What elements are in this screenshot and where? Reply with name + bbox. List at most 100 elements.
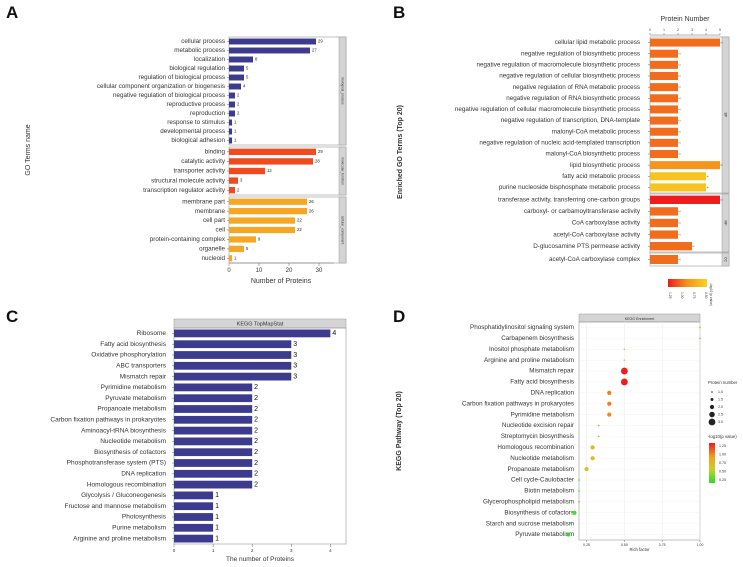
size-legend-dot: [709, 404, 715, 410]
kegg-bar-value: 2: [254, 395, 258, 402]
go-bar-value: 2: [678, 142, 682, 144]
go-bar-value: 2: [678, 109, 682, 111]
go-term-label: developmental process: [160, 128, 225, 135]
go-term-label: metabolic process: [174, 47, 225, 54]
go-group-name: cellular_component: [341, 216, 345, 245]
kegg-bar: [174, 351, 292, 359]
go-bar: [650, 116, 678, 125]
go-bar-value: 2: [237, 111, 240, 116]
go-bar-value: 1: [234, 129, 237, 134]
go-term-label: response to stimulus: [167, 119, 225, 126]
pathway-label: Biosynthesis of cofactors: [504, 509, 574, 516]
go-bar-value: 22: [297, 227, 302, 232]
kegg-bar: [174, 415, 253, 424]
go-bar: [229, 226, 295, 234]
go-term-label: binding: [205, 148, 226, 155]
kegg-bar-value: 3: [293, 373, 297, 380]
go-term-label: D-glucosamine PTS permease activity: [533, 243, 641, 250]
kegg-bar-value: 3: [293, 341, 297, 348]
color-legend-bar: [709, 443, 715, 483]
x-tick-label: 2: [677, 28, 679, 32]
pathway-label: Cell cycle-Caulobacter: [511, 477, 574, 484]
go-bar: [650, 255, 678, 264]
kegg-bar: [174, 534, 214, 543]
x-tick-label: 0: [173, 548, 176, 553]
go-bar-value: 26: [309, 199, 314, 204]
kegg-bar-value: 2: [254, 438, 258, 445]
pathway-label: Pyruvate metabolism: [105, 395, 166, 402]
pathway-label: Ribosome: [137, 330, 167, 337]
go-bar: [650, 218, 678, 228]
go-term-label: cellular component organization or bioge…: [97, 83, 225, 90]
enrichment-point: [699, 337, 701, 340]
go-bar-value: 2: [678, 153, 682, 155]
pathway-label: Nucleotide metabolism: [510, 455, 574, 462]
go-bar: [229, 177, 238, 184]
size-legend-dot: [710, 398, 714, 401]
pathway-label: Streptomycin biosynthesis: [501, 433, 574, 440]
enrichment-point: [578, 501, 580, 503]
go-group-name: BP: [724, 113, 728, 118]
go-bar-value: 2: [237, 93, 240, 98]
pathway-label: Pyrimidine metabolism: [101, 384, 166, 391]
go-bar-value: 8: [255, 57, 258, 62]
go-bar: [229, 187, 235, 194]
chart-title: KEGG TopMapStat: [237, 322, 284, 328]
y-axis-title: GO Terms name: [25, 124, 32, 175]
chart-title: KEGG Enrichment: [625, 317, 655, 321]
size-legend-dot: [711, 391, 713, 393]
go-bar: [650, 71, 678, 81]
go-group-name: biological_process: [341, 77, 345, 104]
go-bar: [650, 83, 678, 92]
pathway-label: DNA replication: [531, 390, 575, 397]
kegg-bar-value: 3: [293, 352, 297, 359]
go-term-label: localization: [194, 56, 226, 63]
kegg-bar-value: 4: [332, 330, 336, 337]
go-bar-value: 1: [234, 120, 237, 125]
go-term-label: cellular process: [181, 38, 225, 45]
kegg-bar-value: 2: [254, 427, 258, 434]
size-legend-label: 1.0: [718, 390, 723, 394]
legend-tick-label: 1.25: [668, 292, 672, 299]
go-term-label: carboxyl- or carbamoyltransferase activi…: [524, 208, 641, 215]
kegg-bar: [174, 513, 214, 521]
go-bar: [229, 83, 241, 90]
go-bar-value: 2: [678, 120, 682, 122]
go-group-box-0: [649, 36, 730, 194]
kegg-bar: [174, 394, 253, 403]
kegg-bar: [174, 469, 253, 478]
go-term-label: acetyl-CoA carboxylase complex: [549, 256, 641, 263]
go-bar-value: 2: [678, 234, 682, 236]
pathway-label: Aminoacyl-tRNA biosynthesis: [81, 427, 167, 434]
x-tick-label: 4: [329, 548, 332, 553]
pathway-label: Inositol phosphate metabolism: [489, 346, 574, 353]
go-bar: [650, 195, 720, 204]
x-tick-label: 4: [705, 28, 707, 32]
go-bar-value: 5: [246, 66, 249, 71]
go-bar-value: 1: [234, 138, 237, 143]
pathway-label: Carbon fixation pathways in prokaryotes: [462, 400, 574, 407]
x-tick-label: 0: [649, 28, 651, 32]
go-bar: [229, 245, 244, 252]
pathway-label: Nucleotide excision repair: [502, 422, 574, 429]
go-bar-value: 2: [237, 102, 240, 107]
enrichment-point: [569, 522, 571, 525]
plot-frame: [578, 321, 701, 541]
pathway-label: Pyrimidine metabolism: [511, 411, 574, 418]
enrichment-point: [620, 378, 628, 386]
go-group-name: molecular_function: [341, 157, 345, 185]
pathway-label: Phosphatidylinositol signaling system: [470, 324, 574, 331]
go-bar: [229, 110, 235, 117]
go-bar: [229, 38, 316, 45]
pathway-label: Phosphotransferase system (PTS): [67, 460, 166, 467]
go-term-label: negative regulation of nucleic acid-temp…: [479, 140, 640, 147]
enrichment-point: [623, 348, 626, 351]
go-bar: [229, 47, 310, 54]
go-term-label: negative regulation of macromolecule bio…: [477, 62, 640, 69]
pathway-label: Photosynthesis: [122, 514, 167, 521]
go-term-label: cellular lipid metabolic process: [555, 39, 640, 46]
chart-title: Protein Number: [660, 16, 710, 23]
pathway-label: Arginine and proline metabolism: [484, 357, 574, 364]
go-bar: [650, 242, 692, 251]
kegg-bar: [174, 480, 253, 489]
